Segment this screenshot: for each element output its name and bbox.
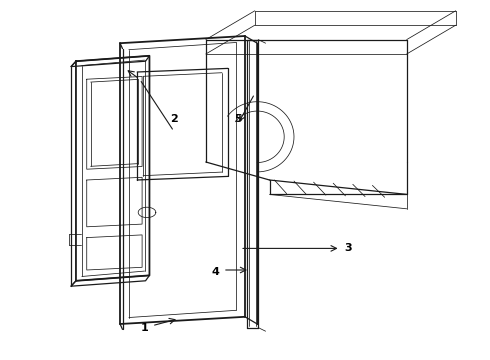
Text: 5: 5 — [234, 114, 242, 124]
Text: 4: 4 — [212, 267, 220, 277]
Text: 3: 3 — [344, 243, 352, 253]
Text: 1: 1 — [141, 323, 148, 333]
Text: 2: 2 — [170, 114, 178, 124]
